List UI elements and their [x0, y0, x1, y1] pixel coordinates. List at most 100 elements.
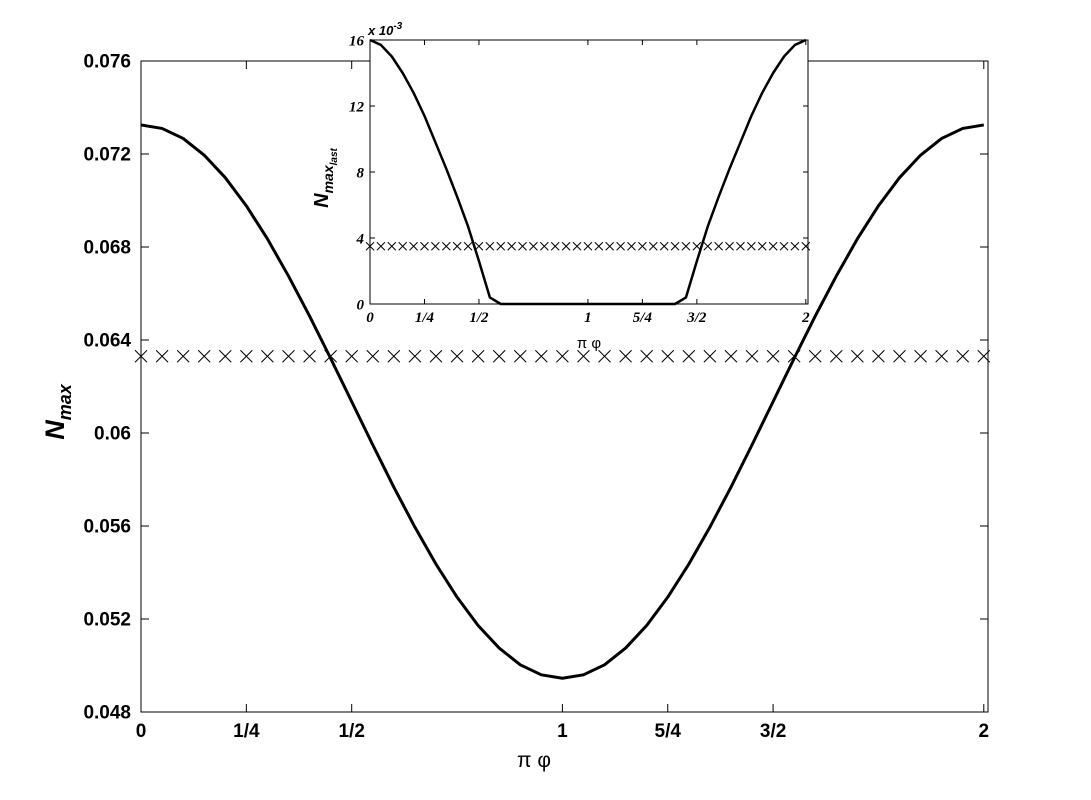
- x-marker: [956, 349, 970, 363]
- x-tick-label: 1/4: [233, 721, 260, 742]
- x-tick-label: 1/2: [338, 721, 364, 742]
- x-tick-label: 2: [801, 310, 810, 326]
- main-chart: π φ Nmax 0 1/4 1/2 1 5/4 3/2 2 0.048 0.052 0.056 0…: [40, 52, 991, 772]
- x-marker: [534, 349, 548, 363]
- x-marker: [450, 349, 464, 363]
- x-marker: [648, 241, 658, 251]
- x-marker: [376, 241, 386, 251]
- x-marker: [757, 241, 767, 251]
- x-marker: [598, 349, 611, 363]
- x-marker: [366, 349, 380, 363]
- x-marker: [572, 241, 582, 251]
- inset-y-axis-label-sub: max: [320, 164, 336, 193]
- x-marker: [829, 349, 843, 363]
- x-marker: [513, 349, 527, 363]
- y-tick-label: 0.076: [83, 52, 131, 73]
- x-tick-label: 5/4: [633, 310, 653, 326]
- x-marker: [736, 241, 745, 251]
- x-tick-label: 5/4: [655, 721, 682, 742]
- x-marker: [670, 241, 680, 251]
- x-axis-label: π φ: [517, 749, 551, 772]
- x-marker: [766, 349, 780, 363]
- y-tick-label: 4: [356, 231, 365, 247]
- x-marker: [561, 241, 571, 251]
- x-marker: [935, 349, 949, 363]
- x-tick-label: 3/2: [760, 721, 786, 742]
- y-tick-label: 0.052: [83, 610, 131, 631]
- x-marker: [398, 241, 408, 251]
- x-marker: [779, 241, 789, 251]
- inset-y-axis-label-main: N: [311, 193, 333, 208]
- x-tick-label: 0: [136, 721, 147, 742]
- y-tick-label: 0.064: [83, 331, 131, 352]
- x-marker: [155, 349, 169, 363]
- inset-x-axis-label: π φ: [577, 335, 602, 352]
- y-axis-label-sub: max: [55, 383, 75, 420]
- x-marker: [790, 241, 800, 251]
- x-marker: [485, 241, 495, 251]
- x-marker: [746, 241, 756, 251]
- x-marker: [387, 349, 401, 363]
- x-tick-label: 3/2: [686, 310, 707, 326]
- x-marker: [703, 349, 717, 363]
- x-tick-label: 1/2: [469, 310, 489, 326]
- x-marker: [197, 349, 211, 363]
- x-marker: [893, 349, 906, 363]
- x-marker: [682, 349, 696, 363]
- x-marker: [619, 349, 632, 363]
- x-marker: [851, 349, 864, 363]
- x-marker: [507, 241, 516, 251]
- x-marker: [768, 241, 778, 251]
- x-marker: [539, 241, 549, 251]
- x-marker: [550, 241, 560, 251]
- x-marker: [218, 349, 232, 363]
- data-line: [140, 123, 985, 680]
- y-tick-label: 0: [357, 297, 365, 313]
- x-marker: [787, 349, 801, 363]
- x-marker: [474, 241, 484, 251]
- y-tick-label: 0.056: [83, 517, 131, 538]
- x-marker: [605, 241, 615, 251]
- x-marker: [616, 241, 625, 251]
- x-marker: [640, 349, 654, 363]
- inset-y-axis-label-subsub: last: [329, 147, 340, 165]
- x-marker: [725, 241, 734, 251]
- x-marker: [303, 349, 316, 363]
- x-marker: [463, 241, 473, 251]
- x-marker: [659, 241, 669, 251]
- plot-frame: [369, 39, 809, 305]
- x-marker: [638, 241, 647, 251]
- x-marker: [872, 349, 885, 363]
- x-marker: [282, 349, 295, 363]
- x-marker: [492, 349, 506, 363]
- x-marker: [387, 241, 397, 251]
- x-marker: [345, 349, 359, 363]
- y-axis-label-main: N: [40, 420, 70, 440]
- x-marker: [529, 241, 538, 251]
- x-marker: [409, 241, 418, 251]
- x-marker: [583, 241, 593, 251]
- y-tick-label: 8: [357, 165, 365, 181]
- x-marker: [808, 349, 822, 363]
- x-marker: [661, 349, 675, 363]
- y-axis-label: Nmax: [40, 383, 75, 440]
- x-tick-label: 2: [978, 721, 989, 742]
- x-marker: [692, 241, 702, 251]
- inset-y-multiplier: x 10-3: [367, 21, 403, 38]
- x-marker: [408, 349, 422, 363]
- x-tick-label: 1: [557, 721, 568, 742]
- y-tick-label: 0.06: [94, 424, 131, 445]
- x-tick-label: 1: [584, 310, 592, 326]
- x-marker: [496, 241, 506, 251]
- x-marker: [176, 349, 190, 363]
- x-marker: [518, 241, 527, 251]
- x-marker: [914, 349, 927, 363]
- x-marker: [724, 349, 738, 363]
- y-tick-label: 16: [349, 33, 365, 49]
- y-tick-label: 0.068: [83, 238, 131, 259]
- x-tick-label: 0: [366, 310, 374, 326]
- x-marker: [745, 349, 759, 363]
- x-marker: [577, 349, 590, 363]
- x-marker: [703, 241, 713, 251]
